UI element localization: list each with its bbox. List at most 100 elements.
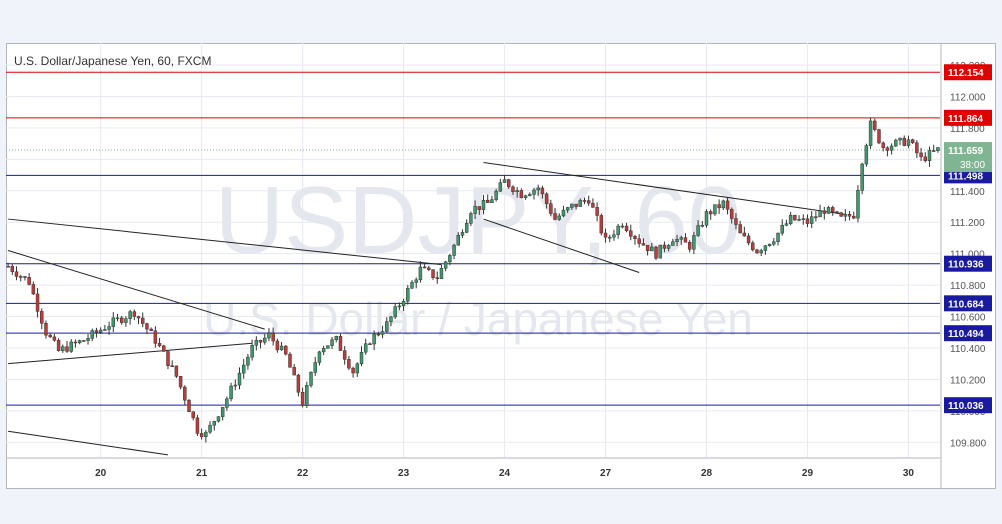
candle-body xyxy=(675,239,679,243)
candle-body xyxy=(170,365,174,367)
candle-body xyxy=(77,340,82,344)
candle-body xyxy=(195,417,200,434)
candle-body xyxy=(654,246,658,259)
candle-body xyxy=(448,255,452,263)
candle-body xyxy=(6,265,10,268)
candle-body xyxy=(464,223,469,233)
candle-body xyxy=(44,322,48,336)
candle-body xyxy=(763,245,768,251)
trend-line xyxy=(8,218,442,266)
level-tag-label: 110.684 xyxy=(948,299,984,310)
candle-body xyxy=(797,219,801,221)
candle-body xyxy=(94,330,99,333)
level-tag xyxy=(944,64,992,81)
trend-line xyxy=(483,161,846,215)
candle-body xyxy=(443,261,448,269)
candle-body xyxy=(271,332,275,342)
candle-body xyxy=(641,243,646,246)
candle-body xyxy=(494,190,498,200)
candle-body xyxy=(69,341,73,352)
candle-body xyxy=(157,343,162,347)
candle-body xyxy=(490,199,494,203)
candle-body xyxy=(52,336,57,341)
candle-body xyxy=(410,282,414,289)
candle-body xyxy=(208,424,212,433)
candle-body xyxy=(250,345,254,358)
candle-body xyxy=(915,142,919,154)
candle-body xyxy=(772,241,776,245)
trend-line xyxy=(8,342,253,365)
time-tick-label: 21 xyxy=(196,468,208,479)
candle-body xyxy=(502,179,507,183)
candle-body xyxy=(35,293,40,312)
level-tag xyxy=(944,397,992,414)
candle-body xyxy=(296,374,301,393)
candle-body xyxy=(734,218,738,225)
candle-body xyxy=(254,339,259,346)
price-tick-label: 111.000 xyxy=(950,250,985,261)
candle-body xyxy=(586,200,591,204)
candle-body xyxy=(128,311,132,319)
candle-body xyxy=(431,269,435,278)
candle-body xyxy=(565,207,570,211)
candle-body xyxy=(696,225,700,236)
candle-body xyxy=(31,284,36,295)
candle-body xyxy=(645,244,650,252)
candle-body xyxy=(511,186,515,193)
candle-body xyxy=(338,336,343,351)
watermark-name: U.S. Dollar / Japanese Yen xyxy=(203,293,753,345)
level-tag-label: 112.154 xyxy=(948,68,984,79)
current-price-tag xyxy=(944,142,992,173)
candle-body xyxy=(23,276,27,278)
candle-body xyxy=(860,163,864,191)
candle-body xyxy=(515,190,519,193)
candle-body xyxy=(321,348,326,353)
candle-body xyxy=(119,317,124,323)
candle-body xyxy=(103,329,107,331)
candle-body xyxy=(309,372,313,386)
candle-body xyxy=(847,213,852,217)
candle-body xyxy=(852,215,856,219)
candle-body xyxy=(363,343,368,353)
candle-body xyxy=(342,350,347,360)
candle-body xyxy=(351,367,355,374)
candle-body xyxy=(204,431,208,437)
candle-body xyxy=(82,340,86,342)
candle-body xyxy=(540,187,545,195)
candle-body xyxy=(919,152,923,158)
candle-body xyxy=(393,306,397,318)
candle-body xyxy=(826,207,831,214)
candle-body xyxy=(894,139,898,147)
candle-body xyxy=(136,316,141,319)
candle-body xyxy=(721,200,726,209)
candle-body xyxy=(629,230,633,237)
candlestick-chart[interactable]: USDJPY, 60 U.S. Dollar / Japanese Yen 10… xyxy=(6,43,994,489)
candle-body xyxy=(372,333,376,345)
candle-body xyxy=(839,212,843,217)
candle-body xyxy=(174,365,179,377)
trend-lines xyxy=(7,161,846,456)
candle-body xyxy=(115,317,120,320)
candle-body xyxy=(90,330,94,339)
candle-body xyxy=(776,232,780,242)
price-axis: 109.800110.000110.200110.400110.600110.8… xyxy=(940,43,992,488)
candle-body xyxy=(216,416,221,422)
candle-body xyxy=(279,345,284,351)
candle-body xyxy=(141,317,145,324)
candle-body xyxy=(418,266,423,281)
candle-body xyxy=(220,407,225,417)
candle-body xyxy=(835,211,839,214)
candle-body xyxy=(574,203,578,207)
time-tick-label: 28 xyxy=(701,468,713,479)
candle-body xyxy=(788,214,793,225)
candle-body xyxy=(166,351,170,366)
candle-body xyxy=(805,218,810,224)
candle-body xyxy=(637,238,641,244)
chart-title: U.S. Dollar/Japanese Yen, 60, FXCM xyxy=(14,54,211,68)
watermark-symbol: USDJPY, 60 xyxy=(215,167,742,274)
candle-body xyxy=(14,271,19,277)
candle-body xyxy=(570,203,574,208)
price-tick-label: 111.800 xyxy=(950,124,985,135)
candle-body xyxy=(608,236,612,239)
candle-body xyxy=(178,376,183,388)
